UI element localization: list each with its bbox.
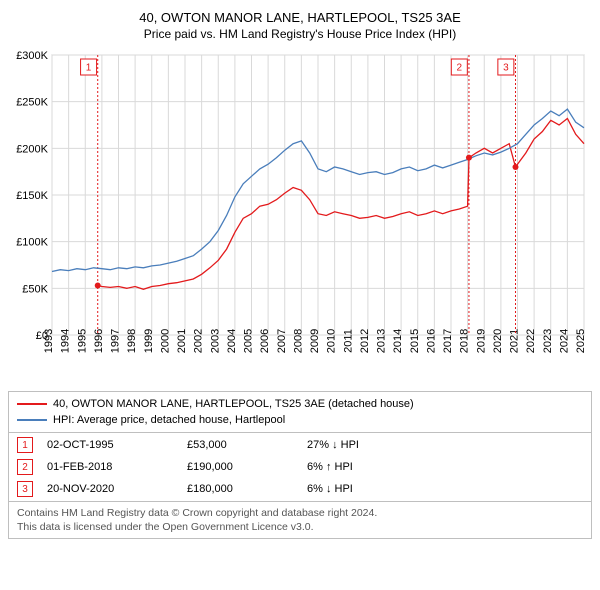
sale-point bbox=[466, 155, 472, 161]
x-tick-label: 2009 bbox=[309, 329, 321, 353]
sale-marker-number: 1 bbox=[86, 63, 92, 74]
chart-subtitle: Price paid vs. HM Land Registry's House … bbox=[8, 27, 592, 41]
y-tick-label: £200K bbox=[16, 143, 48, 155]
x-tick-label: 2024 bbox=[558, 329, 570, 353]
table-price: £53,000 bbox=[187, 439, 307, 451]
x-tick-label: 2005 bbox=[243, 329, 255, 353]
y-tick-label: £50K bbox=[22, 283, 48, 295]
table-marker: 2 bbox=[17, 459, 33, 475]
x-tick-label: 2022 bbox=[525, 329, 537, 353]
x-tick-label: 2014 bbox=[392, 329, 404, 353]
sales-table: 1 02-OCT-1995£53,00027% ↓ HPI 2 01-FEB-2018… bbox=[8, 432, 592, 501]
table-marker: 3 bbox=[17, 481, 33, 497]
y-tick-label: £250K bbox=[16, 97, 48, 109]
x-tick-label: 2015 bbox=[409, 329, 421, 353]
x-tick-label: 2019 bbox=[475, 329, 487, 353]
table-delta: 27% ↓ HPI bbox=[307, 439, 583, 451]
x-tick-label: 2007 bbox=[276, 329, 288, 353]
footer-line-2: This data is licensed under the Open Gov… bbox=[17, 520, 583, 534]
x-tick-label: 1998 bbox=[126, 329, 138, 353]
legend-item: 40, OWTON MANOR LANE, HARTLEPOOL, TS25 3… bbox=[17, 396, 583, 412]
y-tick-label: £100K bbox=[16, 237, 48, 249]
x-tick-label: 2020 bbox=[492, 329, 504, 353]
line-chart-svg: £0£50K£100K£150K£200K£250K£300K199319941… bbox=[8, 47, 592, 387]
legend-item: HPI: Average price, detached house, Hart… bbox=[17, 412, 583, 428]
table-delta: 6% ↓ HPI bbox=[307, 483, 583, 495]
x-tick-label: 2010 bbox=[326, 329, 338, 353]
x-tick-label: 2016 bbox=[425, 329, 437, 353]
chart-title: 40, OWTON MANOR LANE, HARTLEPOOL, TS25 3… bbox=[8, 10, 592, 25]
table-price: £180,000 bbox=[187, 483, 307, 495]
sale-point bbox=[513, 164, 519, 170]
x-tick-label: 2006 bbox=[259, 329, 271, 353]
x-tick-label: 1999 bbox=[143, 329, 155, 353]
table-price: £190,000 bbox=[187, 461, 307, 473]
legend-swatch bbox=[17, 403, 47, 405]
x-tick-label: 2004 bbox=[226, 329, 238, 353]
x-tick-label: 2021 bbox=[509, 329, 521, 353]
x-tick-label: 1995 bbox=[76, 329, 88, 353]
x-tick-label: 2025 bbox=[575, 329, 587, 353]
table-date: 01-FEB-2018 bbox=[47, 461, 187, 473]
table-delta: 6% ↑ HPI bbox=[307, 461, 583, 473]
x-tick-label: 2002 bbox=[193, 329, 205, 353]
y-tick-label: £150K bbox=[16, 190, 48, 202]
sale-marker-number: 3 bbox=[503, 63, 509, 74]
legend-label: 40, OWTON MANOR LANE, HARTLEPOOL, TS25 3… bbox=[53, 398, 414, 410]
x-tick-label: 2023 bbox=[542, 329, 554, 353]
x-tick-label: 2000 bbox=[159, 329, 171, 353]
chart-area: £0£50K£100K£150K£200K£250K£300K199319941… bbox=[8, 47, 592, 387]
table-date: 20-NOV-2020 bbox=[47, 483, 187, 495]
x-tick-label: 2017 bbox=[442, 329, 454, 353]
y-tick-label: £300K bbox=[16, 50, 48, 62]
sale-marker-number: 2 bbox=[457, 63, 463, 74]
x-tick-label: 1993 bbox=[43, 329, 55, 353]
x-tick-label: 1996 bbox=[93, 329, 105, 353]
legend: 40, OWTON MANOR LANE, HARTLEPOOL, TS25 3… bbox=[8, 391, 592, 432]
sale-point bbox=[95, 283, 101, 289]
x-tick-label: 2008 bbox=[292, 329, 304, 353]
table-date: 02-OCT-1995 bbox=[47, 439, 187, 451]
attribution-footer: Contains HM Land Registry data © Crown c… bbox=[8, 501, 592, 539]
x-tick-label: 2001 bbox=[176, 329, 188, 353]
table-marker: 1 bbox=[17, 437, 33, 453]
footer-line-1: Contains HM Land Registry data © Crown c… bbox=[17, 506, 583, 520]
x-tick-label: 2003 bbox=[209, 329, 221, 353]
x-tick-label: 1997 bbox=[110, 329, 122, 353]
x-tick-label: 2013 bbox=[376, 329, 388, 353]
legend-swatch bbox=[17, 419, 47, 421]
x-tick-label: 2012 bbox=[359, 329, 371, 353]
legend-label: HPI: Average price, detached house, Hart… bbox=[53, 414, 285, 426]
x-tick-label: 1994 bbox=[60, 329, 72, 353]
x-tick-label: 2011 bbox=[342, 329, 354, 353]
